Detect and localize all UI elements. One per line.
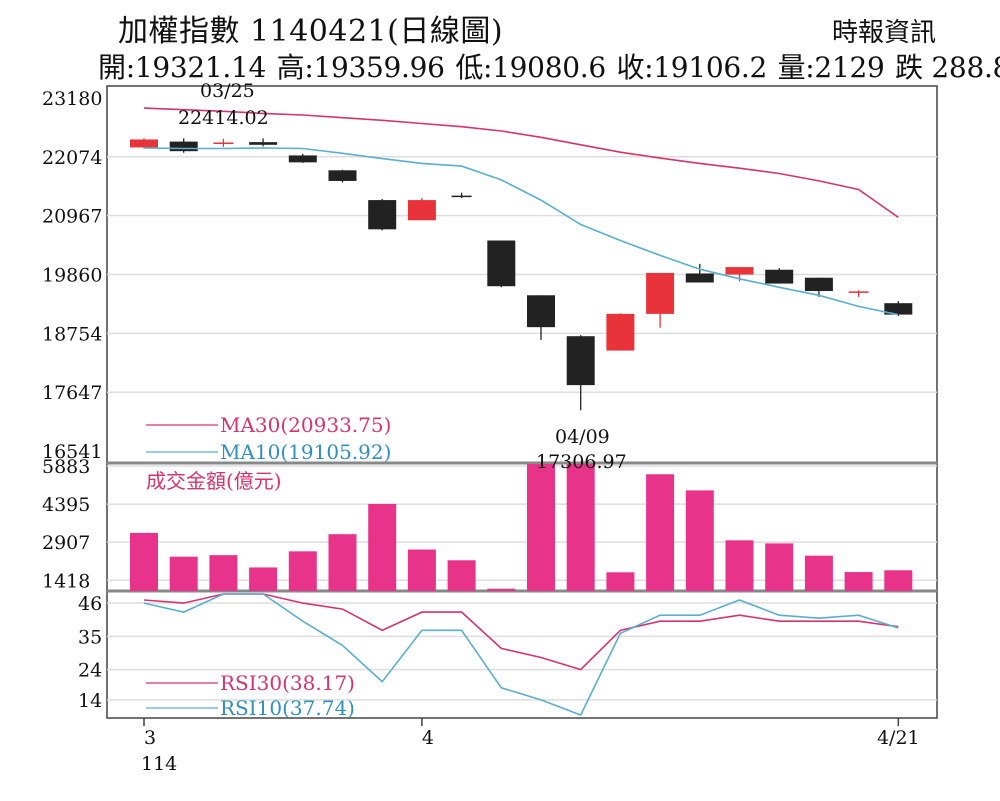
volume-bars [130,464,913,591]
candle-body [288,155,317,163]
volume-bar [209,555,238,591]
candle-body [566,336,595,386]
close-value: 收:19106.2 [616,51,767,84]
high-value-annotation: 22414.02 [178,107,269,129]
candle-body [804,277,833,292]
candle-body [328,170,357,181]
high-value: 高:19359.96 [276,51,445,84]
grid-lines [106,85,938,726]
volume-bar [249,567,278,591]
volume-bar [725,540,754,591]
source-label: 時報資訊 [831,18,936,48]
candle-body [407,200,436,221]
rsi-tick-label: 35 [78,626,102,648]
volume-bar [646,474,675,591]
low-date-annotation: 04/09 [555,426,610,448]
rsi10-legend: RSI10(37.74) [220,696,355,720]
volume-bar [328,534,357,591]
ma10-line [143,147,899,316]
candle-body [884,303,913,315]
volume-value: 量:2129 [777,51,885,84]
price-tick-label: 17647 [42,382,102,404]
candle-body [685,273,714,283]
ma10-legend: MA10(19105.92) [220,440,391,464]
candle-body [765,269,794,284]
volume-bar [566,464,595,591]
volume-title: 成交金額(億元) [146,469,282,493]
volume-bar [527,464,555,591]
volume-bar [884,570,913,591]
rsi-tick-label: 46 [78,593,102,615]
volume-tick-label: 5883 [42,456,90,478]
volume-bar [130,532,158,591]
volume-bar [169,556,198,591]
plot-frame [106,85,938,719]
low-value-annotation: 17306.97 [536,451,627,473]
rsi10-line [143,593,899,717]
volume-bar [804,555,833,591]
change-value: 跌 288.83 [895,51,1000,84]
volume-bar [844,572,873,591]
volume-tick-label: 4395 [42,494,90,516]
candle-body [606,313,635,351]
candle-body [725,267,754,275]
volume-tick-label: 2907 [42,532,90,554]
volume-bar [407,549,436,591]
candle-body [130,139,158,148]
x-tick-label: 3 [144,727,156,749]
volume-bar [288,551,317,591]
ma30-line [143,107,899,219]
volume-bar [685,490,714,591]
ma30-legend: MA30(20933.75) [220,413,391,437]
volume-bar [368,503,397,591]
price-tick-label: 16541 [42,441,102,463]
price-tick-label: 23180 [42,88,102,110]
candle-body [646,272,675,314]
low-value: 低:19080.6 [455,51,606,84]
volume-bar [606,572,635,591]
rsi30-line [143,593,899,671]
x-tick-label: 4/21 [877,727,920,749]
volume-bar [447,560,476,591]
x-tick-label: 4 [422,727,434,749]
price-tick-label: 22074 [42,147,102,169]
high-date-annotation: 03/25 [200,80,255,102]
candle-body [368,200,397,230]
candle-body [169,141,198,152]
x-tick-sublabel: 114 [141,753,177,775]
price-tick-label: 18754 [42,323,102,345]
candle-body [527,295,555,328]
volume-tick-label: 1418 [42,570,90,592]
price-tick-label: 19860 [42,265,102,287]
volume-bar [487,588,516,591]
price-tick-label: 20967 [42,206,102,228]
rsi-tick-label: 14 [78,690,102,712]
candlesticks [130,138,913,411]
candle-body [487,240,516,287]
open-value: 開:19321.14 [98,51,267,84]
volume-bar [765,543,794,591]
rsi-tick-label: 24 [78,660,102,682]
ohlc-summary: 開:19321.14 高:19359.96 低:19080.6 收:19106.… [98,46,1000,86]
rsi30-legend: RSI30(38.17) [220,671,355,695]
chart-title: 加權指數 1140421(日線圖) [118,14,504,49]
indicator-lines [143,107,899,717]
candle-body [249,142,278,145]
